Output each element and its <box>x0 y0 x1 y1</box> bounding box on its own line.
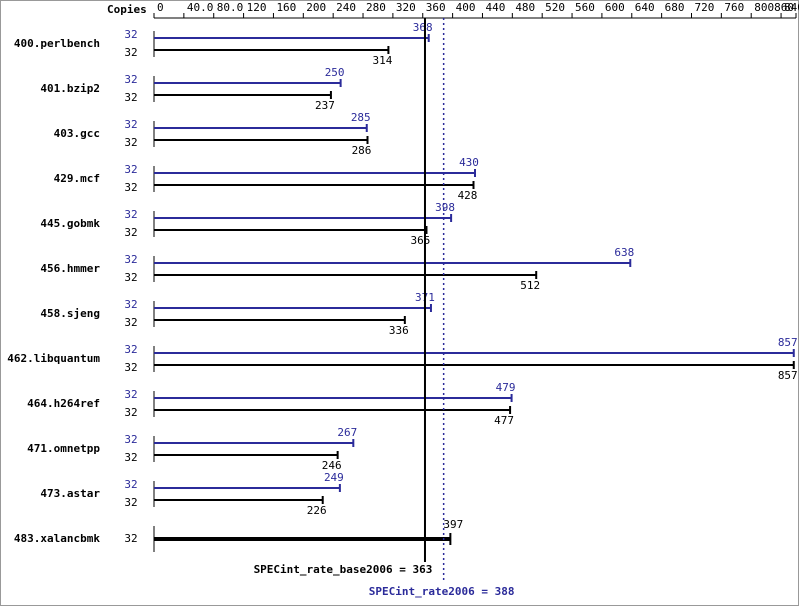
x-tick-label: 240 <box>336 1 356 14</box>
copies-label: 32 <box>124 28 137 41</box>
x-tick-label: 0 <box>157 1 164 14</box>
x-tick-label: 160 <box>276 1 296 14</box>
copies-label: 32 <box>124 136 137 149</box>
value-label: 237 <box>315 99 335 112</box>
value-label: 368 <box>413 21 433 34</box>
x-tick-label: 360 <box>426 1 446 14</box>
x-tick-label: 320 <box>396 1 416 14</box>
value-label: 336 <box>389 324 409 337</box>
value-label: 479 <box>496 381 516 394</box>
value-label: 226 <box>307 504 327 517</box>
category-label: 471.omnetpp <box>27 442 100 455</box>
copies-label: 32 <box>124 118 137 131</box>
x-tick-label: 720 <box>694 1 714 14</box>
value-label: 246 <box>322 459 342 472</box>
copies-header: Copies <box>107 3 147 16</box>
copies-label: 32 <box>124 181 137 194</box>
x-tick-label: 840 <box>784 1 799 14</box>
value-label: 249 <box>324 471 344 484</box>
copies-label: 32 <box>124 73 137 86</box>
copies-label: 32 <box>124 91 137 104</box>
category-label: 458.sjeng <box>40 307 100 320</box>
x-tick-label: 280 <box>366 1 386 14</box>
copies-label: 32 <box>124 163 137 176</box>
value-label: 512 <box>520 279 540 292</box>
value-label: 428 <box>458 189 478 202</box>
copies-label: 32 <box>124 253 137 266</box>
reference-label: SPECint_rate_base2006 = 363 <box>254 563 433 576</box>
category-label: 462.libquantum <box>7 352 100 365</box>
value-label: 314 <box>372 54 392 67</box>
copies-label: 32 <box>124 361 137 374</box>
category-label: 403.gcc <box>54 127 100 140</box>
x-tick-label: 200 <box>306 1 326 14</box>
x-tick-label: 400 <box>456 1 476 14</box>
x-tick-label: 480 <box>515 1 535 14</box>
x-tick-label: 560 <box>575 1 595 14</box>
value-label: 430 <box>459 156 479 169</box>
value-label: 267 <box>337 426 357 439</box>
value-label: 397 <box>443 518 463 531</box>
x-tick-label: 680 <box>665 1 685 14</box>
category-label: 456.hmmer <box>40 262 100 275</box>
value-label: 285 <box>351 111 371 124</box>
x-tick-label: 760 <box>724 1 744 14</box>
category-label: 401.bzip2 <box>40 82 100 95</box>
copies-label: 32 <box>124 388 137 401</box>
copies-label: 32 <box>124 451 137 464</box>
x-tick-label: 440 <box>485 1 505 14</box>
category-label: 473.astar <box>40 487 100 500</box>
x-tick-label: 800 <box>754 1 774 14</box>
category-label: 464.h264ref <box>27 397 100 410</box>
copies-label: 32 <box>124 208 137 221</box>
copies-label: 32 <box>124 433 137 446</box>
value-label: 250 <box>325 66 345 79</box>
copies-label: 32 <box>124 343 137 356</box>
value-label: 398 <box>435 201 455 214</box>
copies-label: 32 <box>124 271 137 284</box>
category-label: 445.gobmk <box>40 217 100 230</box>
reference-label: SPECint_rate2006 = 388 <box>369 585 515 598</box>
value-label: 857 <box>778 336 798 349</box>
x-tick-label: 860 <box>774 1 794 14</box>
copies-label: 32 <box>124 496 137 509</box>
value-label: 365 <box>411 234 431 247</box>
category-label: 483.xalancbmk <box>14 532 100 545</box>
x-tick-label: 600 <box>605 1 625 14</box>
value-label: 286 <box>352 144 372 157</box>
category-label: 400.perlbench <box>14 37 100 50</box>
x-tick-label: 640 <box>635 1 655 14</box>
value-label: 857 <box>778 369 798 382</box>
value-label: 638 <box>614 246 634 259</box>
copies-label: 32 <box>124 532 137 545</box>
copies-label: 32 <box>124 46 137 59</box>
x-tick-label: 120 <box>247 1 267 14</box>
x-tick-label: 80.0 <box>217 1 244 14</box>
x-tick-label: 520 <box>545 1 565 14</box>
copies-label: 32 <box>124 316 137 329</box>
category-label: 429.mcf <box>54 172 100 185</box>
copies-label: 32 <box>124 478 137 491</box>
copies-label: 32 <box>124 406 137 419</box>
copies-label: 32 <box>124 298 137 311</box>
value-label: 477 <box>494 414 514 427</box>
x-tick-label: 40.0 <box>187 1 214 14</box>
copies-label: 32 <box>124 226 137 239</box>
